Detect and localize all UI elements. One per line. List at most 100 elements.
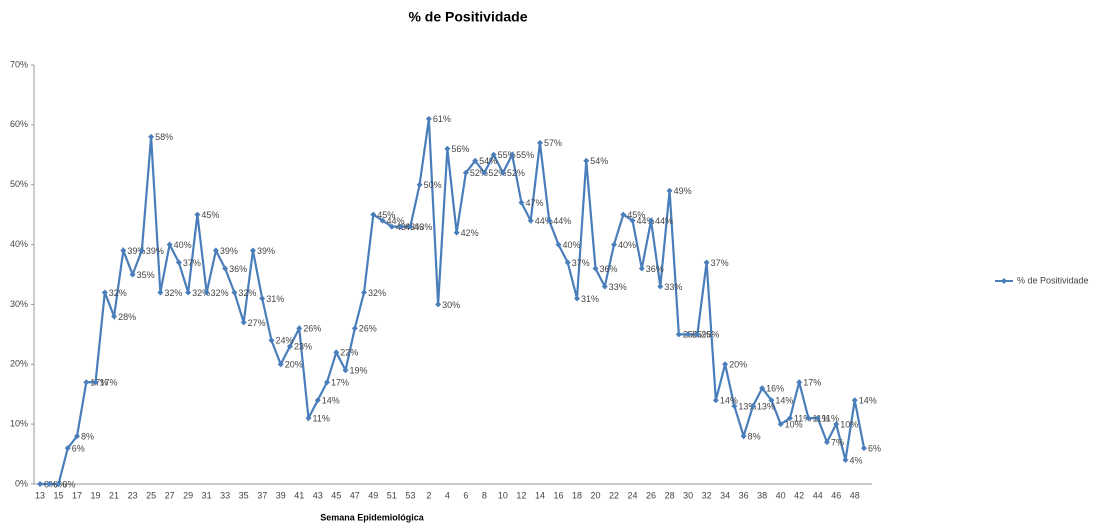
data-marker (675, 331, 682, 338)
data-label: 37% (711, 258, 729, 268)
data-marker (157, 289, 164, 296)
y-tick-label: 60% (10, 119, 28, 129)
data-marker (148, 133, 155, 140)
data-label: 57% (544, 138, 562, 148)
x-tick-label: 43 (313, 490, 323, 500)
data-label: 33% (609, 282, 627, 292)
data-marker (83, 379, 90, 386)
data-label: 39% (127, 246, 145, 256)
x-tick-label: 10 (498, 490, 508, 500)
x-tick-label: 16 (553, 490, 563, 500)
data-label: 58% (155, 132, 173, 142)
data-marker (740, 433, 747, 440)
data-marker (805, 415, 812, 422)
data-marker (462, 169, 469, 176)
data-label: 50% (424, 180, 442, 190)
data-label: 52% (470, 168, 488, 178)
x-tick-label: 40 (776, 490, 786, 500)
data-label: 32% (238, 288, 256, 298)
data-label: 54% (590, 156, 608, 166)
data-label: 0% (63, 479, 76, 489)
data-marker (629, 217, 636, 224)
data-label: 32% (368, 288, 386, 298)
data-label: 43% (414, 222, 432, 232)
data-label: 44% (387, 216, 405, 226)
data-marker (222, 265, 229, 272)
x-tick-label: 30 (683, 490, 693, 500)
x-tick-label: 15 (54, 490, 64, 500)
data-label: 16% (766, 384, 784, 394)
data-label: 17% (90, 378, 108, 388)
x-tick-label: 17 (72, 490, 82, 500)
data-label: 32% (109, 288, 127, 298)
data-marker (333, 349, 340, 356)
data-label: 36% (646, 264, 664, 274)
x-tick-label: 31 (202, 490, 212, 500)
data-marker (138, 247, 145, 254)
data-label: 44% (553, 216, 571, 226)
data-label: 11% (812, 414, 829, 424)
data-label: 33% (664, 282, 682, 292)
data-label: 43% (396, 222, 414, 232)
data-label: 13% (757, 402, 775, 412)
data-label: 22% (340, 348, 358, 358)
data-marker (175, 259, 182, 266)
data-marker (370, 211, 377, 218)
data-marker (166, 241, 173, 248)
data-label: 25% (692, 330, 710, 340)
x-tick-label: 14 (535, 490, 545, 500)
chart-title: % de Positividade (408, 9, 527, 25)
data-label: 52% (507, 168, 525, 178)
data-marker (231, 289, 238, 296)
data-label: 39% (146, 246, 164, 256)
x-tick-label: 41 (294, 490, 304, 500)
data-label: 7% (831, 437, 844, 447)
data-label: 30% (442, 300, 460, 310)
data-marker (490, 151, 497, 158)
data-label: 56% (451, 144, 469, 154)
data-label: 25% (701, 330, 719, 340)
data-marker (731, 403, 738, 410)
data-label: 39% (257, 246, 275, 256)
x-tick-label: 46 (831, 490, 841, 500)
data-label: 19% (350, 366, 368, 376)
x-tick-label: 20 (590, 490, 600, 500)
data-marker (37, 481, 43, 487)
data-marker (564, 259, 571, 266)
data-marker (212, 247, 219, 254)
data-marker (796, 379, 803, 386)
data-marker (638, 265, 645, 272)
x-tick-label: 8 (482, 490, 487, 500)
x-tick-label: 49 (368, 490, 378, 500)
data-marker (379, 217, 386, 224)
x-tick-label: 26 (646, 490, 656, 500)
data-label: 61% (433, 114, 451, 124)
data-marker (611, 241, 618, 248)
x-tick-label: 42 (794, 490, 804, 500)
x-tick-label: 4 (445, 490, 450, 500)
data-marker (342, 367, 349, 374)
data-label: 32% (192, 288, 210, 298)
data-marker (546, 217, 553, 224)
data-marker (203, 289, 210, 296)
data-label: 11% (312, 414, 329, 424)
data-label: 14% (720, 396, 738, 406)
data-marker (185, 289, 192, 296)
x-tick-label: 33 (220, 490, 230, 500)
data-marker (518, 199, 525, 206)
data-marker (601, 283, 608, 290)
x-tick-label: 48 (850, 490, 860, 500)
data-label: 23% (294, 342, 312, 352)
x-tick-label: 45 (331, 490, 341, 500)
data-label: 14% (775, 396, 793, 406)
data-marker (777, 421, 784, 428)
data-marker (703, 259, 710, 266)
data-label: 32% (211, 288, 229, 298)
x-tick-label: 37 (257, 490, 267, 500)
data-label: 44% (637, 216, 655, 226)
data-label: 31% (266, 294, 284, 304)
data-label: 36% (600, 264, 618, 274)
data-label: 10% (840, 420, 858, 430)
data-marker (851, 397, 858, 404)
data-label: 27% (248, 318, 266, 328)
